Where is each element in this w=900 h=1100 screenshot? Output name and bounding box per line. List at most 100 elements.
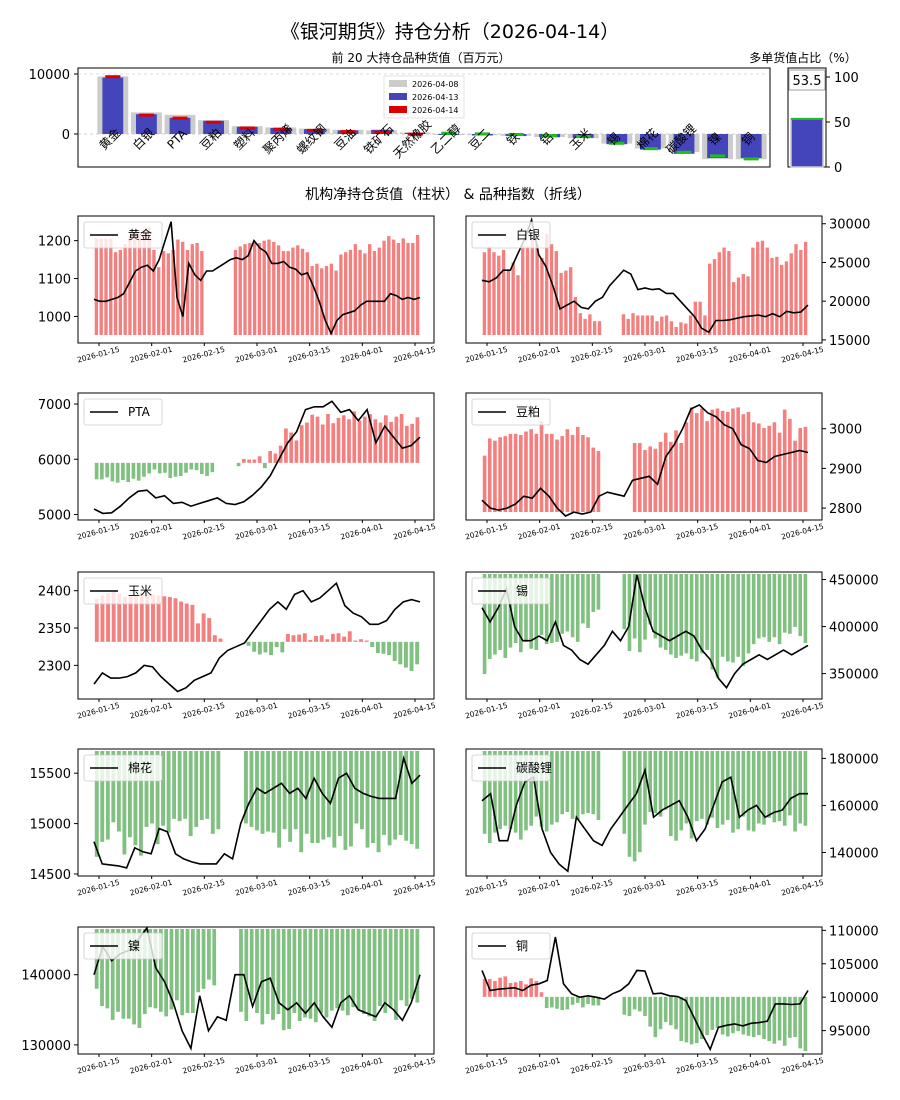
net-position-bar xyxy=(560,996,565,1011)
net-position-bar xyxy=(746,411,751,512)
net-position-bar xyxy=(544,574,549,645)
net-position-bar xyxy=(679,751,684,831)
net-position-bar xyxy=(161,751,166,826)
net-position-bar xyxy=(382,751,387,835)
panel-5: 2300 2350 2400 2026-01-15 2026-02-01 2026-02-… xyxy=(38,571,437,721)
net-position-bar xyxy=(684,996,689,1043)
net-position-bar xyxy=(621,314,626,335)
net-position-bar xyxy=(122,751,127,855)
net-position-bar xyxy=(331,423,336,463)
net-position-bar xyxy=(679,443,684,512)
net-position-bar xyxy=(381,641,386,654)
bar-2026-04-14 xyxy=(273,127,289,131)
net-position-bar xyxy=(746,751,751,831)
net-position-bar xyxy=(555,751,559,823)
net-position-bar xyxy=(498,437,502,512)
net-position-bar xyxy=(798,751,803,824)
net-position-bar xyxy=(501,249,506,335)
x-tick-label: 2026-02-15 xyxy=(569,701,614,721)
net-position-bar xyxy=(741,414,746,512)
net-position-bar xyxy=(404,929,409,1007)
legend-swatch xyxy=(389,80,407,87)
net-position-bar xyxy=(645,315,650,335)
net-position-bar xyxy=(356,929,361,1010)
x-tick-label: 2026-04-01 xyxy=(339,345,384,365)
net-position-bar xyxy=(276,245,281,335)
net-position-bar xyxy=(705,421,709,512)
net-position-bar xyxy=(777,751,782,822)
net-position-bar xyxy=(570,574,575,638)
net-position-bar xyxy=(415,641,420,665)
net-position-bar xyxy=(518,574,523,653)
net-position-bar xyxy=(565,429,570,512)
net-position-bar xyxy=(319,929,324,1013)
net-position-bar xyxy=(674,326,678,335)
net-position-bar xyxy=(190,244,194,335)
net-position-bar xyxy=(118,249,123,335)
net-position-bar xyxy=(715,751,720,829)
net-position-bar xyxy=(591,996,596,1006)
panel-frame xyxy=(465,571,823,700)
net-position-bar xyxy=(550,996,554,1008)
net-position-bar xyxy=(581,751,585,815)
net-position-bar xyxy=(315,263,319,335)
net-position-bar xyxy=(367,929,372,1017)
net-position-bar xyxy=(305,422,309,463)
y-tick-label: 110000 xyxy=(829,924,879,939)
bar-2026-04-14 xyxy=(138,113,154,117)
net-position-bar xyxy=(94,751,99,857)
net-position-bar xyxy=(344,252,348,335)
net-position-bar xyxy=(788,574,792,634)
net-position-bar xyxy=(757,423,761,512)
x-tick-label: 2026-02-15 xyxy=(181,345,226,365)
bar-2026-04-13 xyxy=(169,117,191,134)
net-position-bar xyxy=(757,996,761,1036)
net-position-bar xyxy=(655,321,659,335)
bar-2026-04-13 xyxy=(236,126,258,134)
net-position-bar xyxy=(201,929,206,989)
net-position-bar xyxy=(741,274,745,335)
x-tick-label: 2026-03-01 xyxy=(622,701,667,721)
net-position-bar xyxy=(762,574,766,638)
legend-label: 黄金 xyxy=(128,227,152,242)
long-ratio-bar-chart: 53.5 0 50 100 xyxy=(787,67,859,176)
x-tick-label: 2026-04-15 xyxy=(780,878,825,898)
legend-label: 2026-04-13 xyxy=(412,93,459,102)
bar-2026-04-14 xyxy=(743,157,759,161)
panel-frame xyxy=(77,748,435,877)
legend-box xyxy=(83,577,163,605)
net-position-bar xyxy=(216,751,221,830)
x-tick-label: 2026-02-15 xyxy=(181,522,226,542)
net-position-bar xyxy=(762,428,766,512)
x-tick-label: 2026-03-15 xyxy=(675,1056,720,1076)
net-position-bar xyxy=(722,247,726,335)
net-position-bar xyxy=(376,751,381,853)
net-position-bar xyxy=(122,596,127,642)
net-position-bar xyxy=(684,574,689,654)
net-position-bar xyxy=(126,929,131,1019)
net-position-bar xyxy=(156,595,161,642)
net-position-bar xyxy=(100,929,104,1007)
panel-grid: 1000 1100 1200 2026-01-15 2026-02-01 2026-02-… xyxy=(21,215,879,1076)
y-tick-label: 1100 xyxy=(38,273,71,288)
net-position-bar xyxy=(389,421,393,463)
net-position-bar xyxy=(239,929,243,1012)
net-position-bar xyxy=(151,594,155,642)
net-position-bar xyxy=(308,929,313,1019)
net-position-bar xyxy=(394,929,398,1020)
net-position-bar xyxy=(660,316,664,335)
net-position-bar xyxy=(643,449,647,512)
y-tick-label: 1000 xyxy=(38,310,71,325)
net-position-bar xyxy=(777,996,782,1041)
net-position-bar xyxy=(242,458,246,463)
x-tick-label: 2026-02-15 xyxy=(569,522,614,542)
net-position-bar xyxy=(181,241,185,335)
net-position-bar xyxy=(674,996,678,1030)
net-position-bar xyxy=(377,247,381,335)
net-position-bar xyxy=(305,252,310,335)
net-position-bar xyxy=(415,751,420,849)
net-position-bar xyxy=(684,422,689,512)
legend-label: 2026-04-14 xyxy=(412,106,459,115)
net-position-bar xyxy=(142,229,147,335)
net-position-bar xyxy=(782,996,787,1046)
